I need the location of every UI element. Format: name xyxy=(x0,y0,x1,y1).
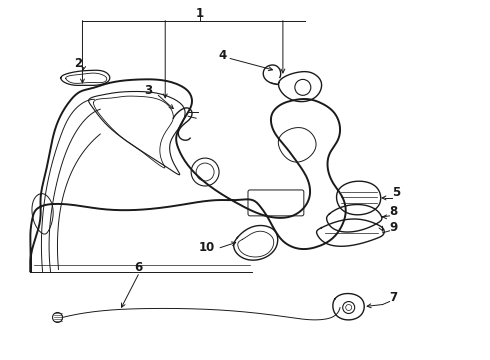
Text: 8: 8 xyxy=(390,205,398,219)
Text: 7: 7 xyxy=(390,291,398,304)
Text: 10: 10 xyxy=(199,241,215,254)
Text: 6: 6 xyxy=(134,261,143,274)
Text: 4: 4 xyxy=(218,49,226,62)
Text: 1: 1 xyxy=(196,7,204,20)
Text: 2: 2 xyxy=(74,57,82,70)
Text: 9: 9 xyxy=(390,221,398,234)
Text: 3: 3 xyxy=(144,84,152,97)
Text: 5: 5 xyxy=(392,186,400,199)
